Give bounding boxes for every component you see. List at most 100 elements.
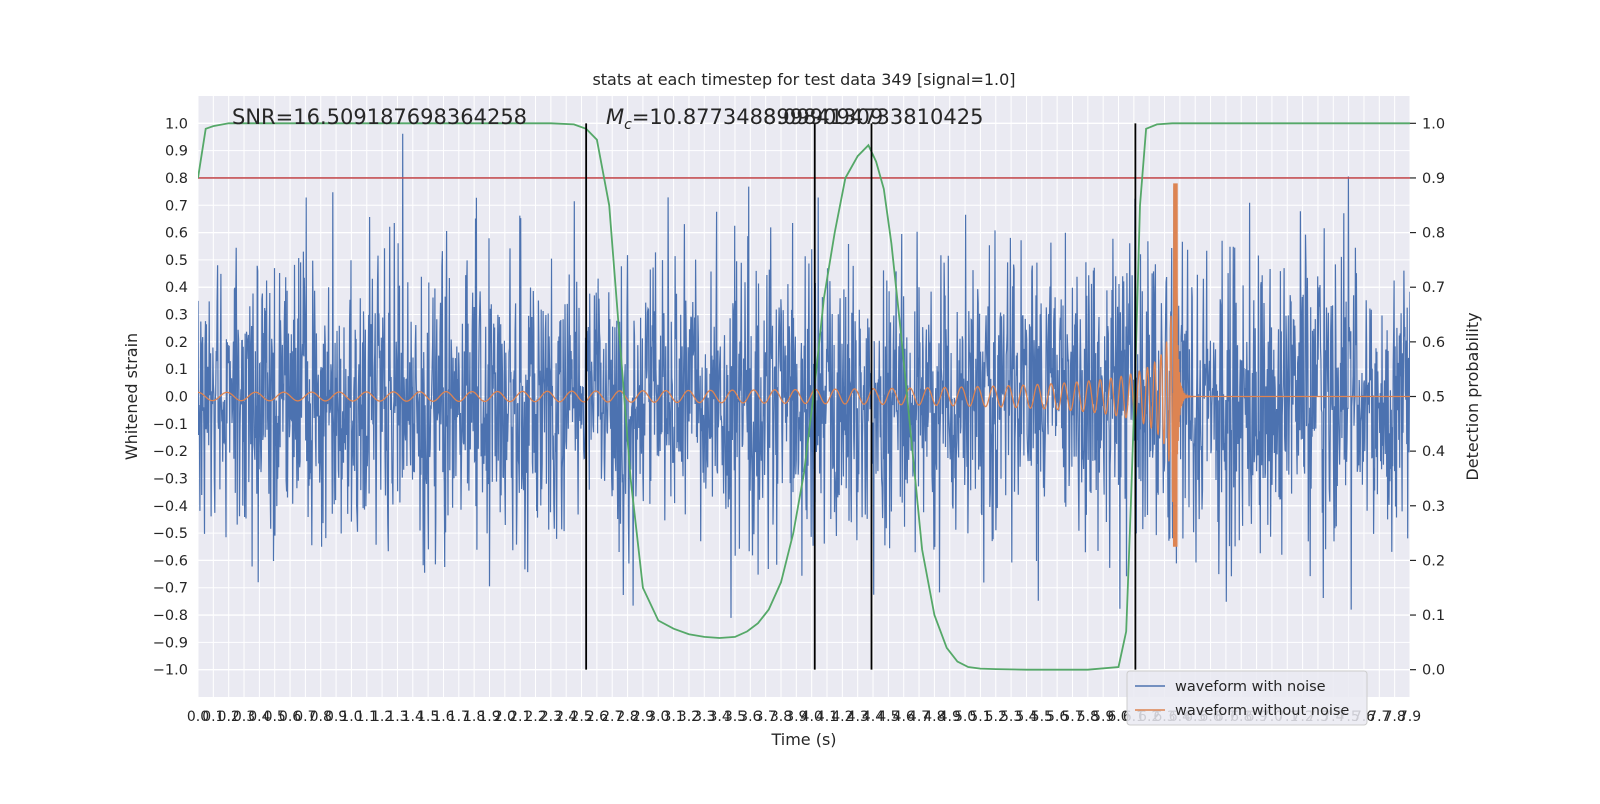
y-tick-label-left: −0.4 [153, 499, 188, 515]
x-tick-label: 5.2 [985, 709, 1007, 725]
y-tick-label-left: 0.1 [165, 362, 188, 378]
x-tick-label: 5.6 [1046, 709, 1068, 725]
noise-waveform-line [198, 133, 1410, 618]
x-tick-label: 5.5 [1031, 709, 1053, 725]
x-tick-label: 3.5 [724, 709, 746, 725]
y-tick-label-right: 0.6 [1422, 335, 1445, 351]
x-tick-label: 4.4 [862, 709, 884, 725]
y-tick-label-left: −0.5 [153, 526, 188, 542]
x-tick-label: 1.9 [478, 709, 500, 725]
x-tick-label: 1.0 [340, 709, 362, 725]
x-tick-label: 5.8 [1077, 709, 1099, 725]
x-tick-label: 2.4 [555, 709, 577, 725]
y-tick-label-left: 0.8 [165, 171, 188, 187]
chirp-mass-symbol: M [606, 105, 624, 129]
x-tick-label: 0.3 [233, 709, 255, 725]
x-tick-label: 0.7 [294, 709, 316, 725]
x-tick-label: 0.1 [202, 709, 224, 725]
x-tick-label: 4.8 [923, 709, 945, 725]
y-tick-label-right: 0.8 [1422, 226, 1445, 242]
x-tick-label: 3.1 [662, 709, 684, 725]
y-tick-label-left: 0.3 [165, 308, 188, 324]
legend-label-noise: waveform with noise [1175, 679, 1326, 695]
x-tick-label: 0.5 [264, 709, 286, 725]
legend: waveform with noise waveform without noi… [1126, 670, 1368, 726]
x-tick-label: 7.7 [1368, 709, 1390, 725]
y-tick-labels-right: 0.0 0.1 0.2 0.3 0.4 0.5 0.6 0.7 0.8 0.9 1.0 [1410, 116, 1445, 679]
y-tick-label-right: 0.4 [1422, 444, 1445, 460]
clean-waveform-layer [198, 183, 1410, 547]
x-tick-label: 1.1 [356, 709, 378, 725]
x-tick-label: 1.5 [417, 709, 439, 725]
x-tick-label: 2.0 [494, 709, 516, 725]
x-tick-label: 0.2 [218, 709, 240, 725]
y-tick-label-right: 0.9 [1422, 171, 1445, 187]
y-tick-label-left: −0.3 [153, 471, 188, 487]
x-tick-label: 2.2 [524, 709, 546, 725]
x-tick-label: 3.9 [785, 709, 807, 725]
x-tick-label: 4.6 [893, 709, 915, 725]
clean-waveform-line [198, 183, 1410, 547]
y-axis-label-right: Detection probability [1463, 312, 1482, 480]
x-tick-label: 4.2 [831, 709, 853, 725]
y-tick-label-left: 1.0 [165, 116, 188, 132]
x-tick-label: 2.1 [509, 709, 531, 725]
y-tick-label-left: 0.5 [165, 253, 188, 269]
y-tick-label-right: 0.0 [1422, 663, 1445, 679]
chirp-mass-annotation: Mc=10.877348899841309 [606, 105, 883, 133]
y-tick-labels-left: −1.0 −0.9 −0.8 −0.7 −0.6 −0.5 −0.4 −0.3 −0.2 −0.1… [153, 116, 188, 678]
snr-annotation: SNR=16.509187698364258 [232, 105, 527, 129]
x-tick-label: 5.1 [969, 709, 991, 725]
x-tick-label: 2.7 [601, 709, 623, 725]
y-tick-label-right: 1.0 [1422, 116, 1445, 132]
y-tick-label-left: 0.2 [165, 335, 188, 351]
probability-layer [198, 122, 1410, 671]
x-tick-label: 5.7 [1061, 709, 1083, 725]
x-tick-label: 5.3 [1000, 709, 1022, 725]
y-tick-label-left: 0.6 [165, 226, 188, 242]
y-tick-label-right: 0.3 [1422, 499, 1445, 515]
x-tick-label: 0.0 [187, 709, 209, 725]
noise-waveform-layer [198, 133, 1410, 618]
x-tick-label: 2.9 [632, 709, 654, 725]
x-tick-label: 7.8 [1384, 709, 1406, 725]
y-axis-label-left: Whitened strain [122, 333, 141, 460]
y-tick-label-left: −0.9 [153, 635, 188, 651]
x-tick-label: 4.1 [816, 709, 838, 725]
legend-label-clean: waveform without noise [1175, 703, 1349, 719]
x-tick-label: 6.0 [1107, 709, 1129, 725]
x-tick-label: 2.3 [540, 709, 562, 725]
x-tick-label: 5.0 [954, 709, 976, 725]
probability-line [198, 122, 1410, 671]
chart-title: stats at each timestep for test data 349… [592, 70, 1015, 89]
x-tick-label: 1.6 [432, 709, 454, 725]
x-tick-label: 4.0 [801, 709, 823, 725]
x-tick-label: 1.8 [463, 709, 485, 725]
x-tick-label: 3.6 [739, 709, 761, 725]
x-tick-label: 2.8 [616, 709, 638, 725]
x-tick-label: 1.2 [371, 709, 393, 725]
y-tick-label-left: 0.4 [165, 280, 188, 296]
y-tick-label-left: −0.6 [153, 553, 188, 569]
y-tick-label-left: −0.2 [153, 444, 188, 460]
y-tick-label-left: 0.9 [165, 144, 188, 160]
overlap-annotation: 8.099094733810425 [763, 105, 983, 129]
x-tick-label: 4.3 [847, 709, 869, 725]
x-tick-label: 3.3 [693, 709, 715, 725]
x-tick-label: 1.4 [402, 709, 424, 725]
y-tick-label-left: −0.8 [153, 608, 188, 624]
y-tick-label-left: 0.0 [165, 390, 188, 406]
y-tick-label-right: 0.5 [1422, 390, 1445, 406]
y-tick-label-left: −1.0 [153, 663, 188, 679]
x-tick-label: 3.7 [755, 709, 777, 725]
chirp-mass-value: =10.877348899841309 [632, 105, 883, 129]
y-tick-label-right: 0.7 [1422, 280, 1445, 296]
y-tick-label-left: −0.7 [153, 581, 188, 597]
x-tick-label: 5.4 [1015, 709, 1037, 725]
x-tick-label: 5.9 [1092, 709, 1114, 725]
x-tick-label: 2.5 [570, 709, 592, 725]
y-tick-label-right: 0.2 [1422, 553, 1445, 569]
x-tick-label: 4.5 [877, 709, 899, 725]
